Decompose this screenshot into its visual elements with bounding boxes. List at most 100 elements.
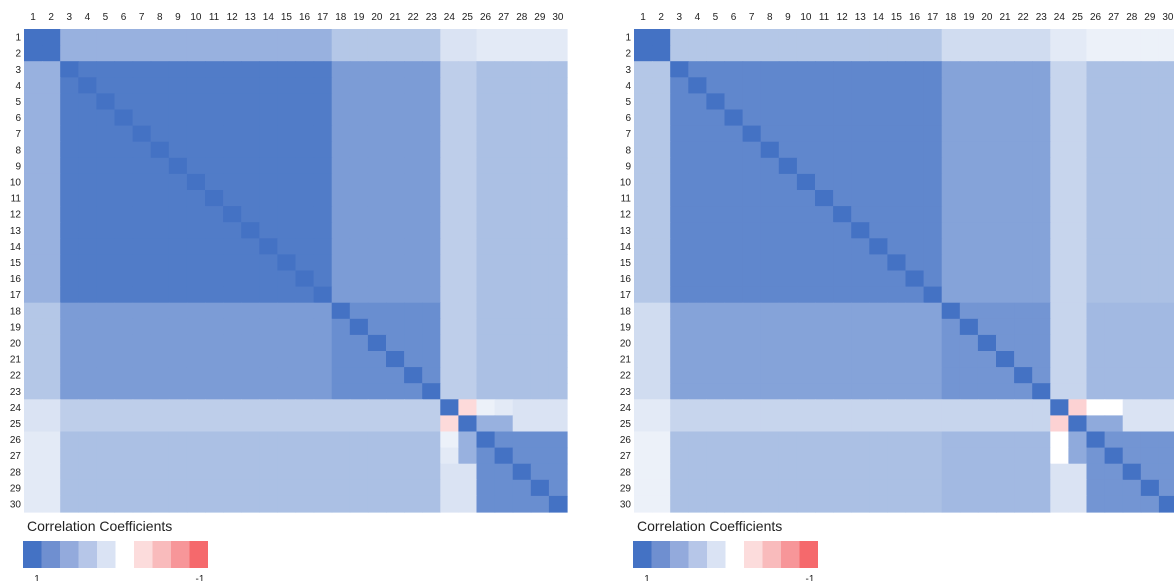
left-cell [512,77,532,94]
right-cell [959,463,979,481]
left-cell [404,334,423,352]
right-cell [1068,383,1088,400]
left-cell [494,415,514,433]
right-cell [887,141,907,159]
left-col-label-9: 9 [175,12,181,23]
left-cell [512,302,532,320]
right-cell [634,77,653,94]
left-cell [386,479,405,497]
right-cell [706,351,726,368]
right-cell [634,415,653,433]
right-cell [724,254,744,272]
right-cell [1050,254,1069,272]
left-cell [331,77,351,94]
left-cell [404,431,423,449]
right-cell [742,399,762,416]
right-col-label-14: 14 [873,12,885,23]
right-cell [634,29,653,46]
right-row-label-30: 30 [620,499,632,510]
right-cell [815,93,834,111]
right-cell [1122,383,1142,400]
left-cell [494,93,514,111]
right-cell [1140,29,1160,46]
left-cell [386,141,405,159]
right-cell [887,479,907,497]
right-cell [688,479,707,497]
left-cell [548,334,568,352]
right-cell [742,190,762,207]
left-cell [422,415,441,433]
left-cell [530,399,550,416]
left-cell [150,93,170,111]
left-cell [530,157,550,175]
right-cell [1068,77,1088,94]
left-row-label-10: 10 [10,177,22,188]
left-cell [548,399,568,416]
right-cell [1086,318,1106,336]
left-cell [168,367,188,384]
right-cell [887,93,907,111]
right-cell [1050,61,1069,78]
left-cell [404,254,423,272]
right-cell [905,286,925,304]
left-cell [168,286,188,304]
left-cell [277,238,297,255]
left-cell [422,367,441,384]
right-cell [1158,334,1174,352]
right-cell [796,302,816,320]
right-cell [996,190,1015,207]
right-cell [833,286,852,304]
right-cell [1158,77,1174,94]
right-cell [670,415,689,433]
left-cell [132,157,152,175]
right-cell [996,463,1015,481]
right-cell [1050,29,1069,46]
left-cell [422,495,441,513]
left-cell [150,415,170,433]
left-cell [386,399,405,416]
right-cell [815,238,834,255]
left-cell [186,254,206,272]
left-cell [313,383,333,400]
left-cell [24,77,43,94]
left-row-label-17: 17 [10,290,22,301]
left-cell [241,270,260,288]
left-cell [367,431,387,449]
right-cell [1086,125,1106,143]
right-cell [959,351,979,368]
right-cell [1068,61,1088,78]
left-cell [494,206,514,223]
left-cell [259,334,278,352]
right-cell [670,367,689,384]
right-cell [996,399,1015,416]
left-cell [114,270,134,288]
right-cell [851,334,870,352]
right-cell [1158,173,1174,191]
left-cell [331,222,351,239]
left-cell [132,29,152,46]
left-cell [494,318,514,336]
right-cell [760,431,780,449]
right-cell [1122,157,1142,175]
left-cell [440,173,459,191]
right-cell [923,157,943,175]
left-cell [295,351,315,368]
left-col-label-12: 12 [227,12,239,23]
right-cell [670,173,689,191]
right-cell [688,431,707,449]
left-cell [512,463,532,481]
right-cell [724,29,744,46]
left-cell [313,463,333,481]
left-cell [440,495,459,513]
left-cell [42,286,61,304]
left-cell [458,61,478,78]
left-cell [476,334,496,352]
right-cell [1122,479,1142,497]
left-cell [458,447,478,465]
right-cell [815,141,834,159]
left-cell [241,415,260,433]
left-cell [404,302,423,320]
right-row-label-19: 19 [620,322,632,333]
right-cell [1104,302,1124,320]
right-cell [1140,61,1160,78]
